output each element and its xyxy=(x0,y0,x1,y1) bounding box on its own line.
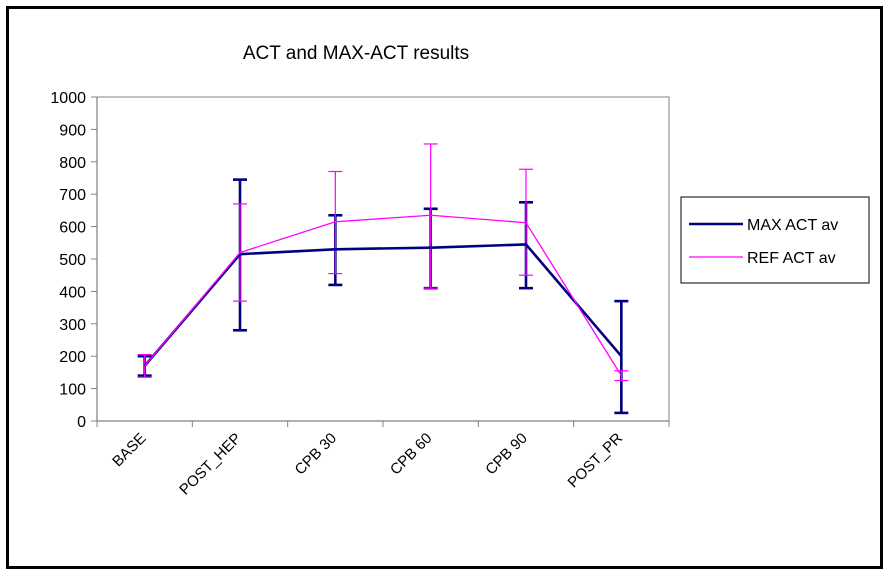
x-tick-label: POST_HEP xyxy=(176,430,245,499)
x-tick-label: CPB 30 xyxy=(292,430,341,479)
series-line-max-act xyxy=(143,243,623,367)
chart-frame: ACT and MAX-ACT results 0 100 200 300 400 500… xyxy=(6,6,883,569)
y-tick-label: 300 xyxy=(59,317,86,334)
y-tick-label: 400 xyxy=(59,284,86,301)
y-tick-label: 200 xyxy=(59,349,86,366)
x-tick-label: BASE xyxy=(109,430,149,470)
legend-label: MAX ACT av xyxy=(747,217,838,234)
y-tick-label: 1000 xyxy=(50,90,86,107)
plot-area: 0 100 200 300 400 500 600 700 800 900 1000 BASE POST… xyxy=(50,90,670,499)
y-tick-label: 700 xyxy=(59,187,86,204)
y-tick-label: 0 xyxy=(77,414,86,431)
y-tick-label: 100 xyxy=(59,382,86,399)
y-tick-label: 800 xyxy=(59,155,86,172)
legend-label: REF ACT av xyxy=(747,250,836,267)
plot-border xyxy=(96,96,670,422)
chart-title: ACT and MAX-ACT results xyxy=(243,43,469,64)
legend-box xyxy=(680,196,870,284)
x-tick-label: POST_PR xyxy=(565,430,627,492)
y-tick-label: 500 xyxy=(59,252,86,269)
x-tick-label: CPB 90 xyxy=(482,430,531,479)
x-tick-label: CPB 60 xyxy=(387,430,436,479)
legend: MAX ACT av REF ACT av xyxy=(680,196,870,284)
y-tick-label: 600 xyxy=(59,220,86,237)
series-line-ref-act xyxy=(144,214,622,376)
y-tick-label: 900 xyxy=(59,122,86,139)
chart-canvas: ACT and MAX-ACT results 0 100 200 300 400 500… xyxy=(50,43,870,499)
